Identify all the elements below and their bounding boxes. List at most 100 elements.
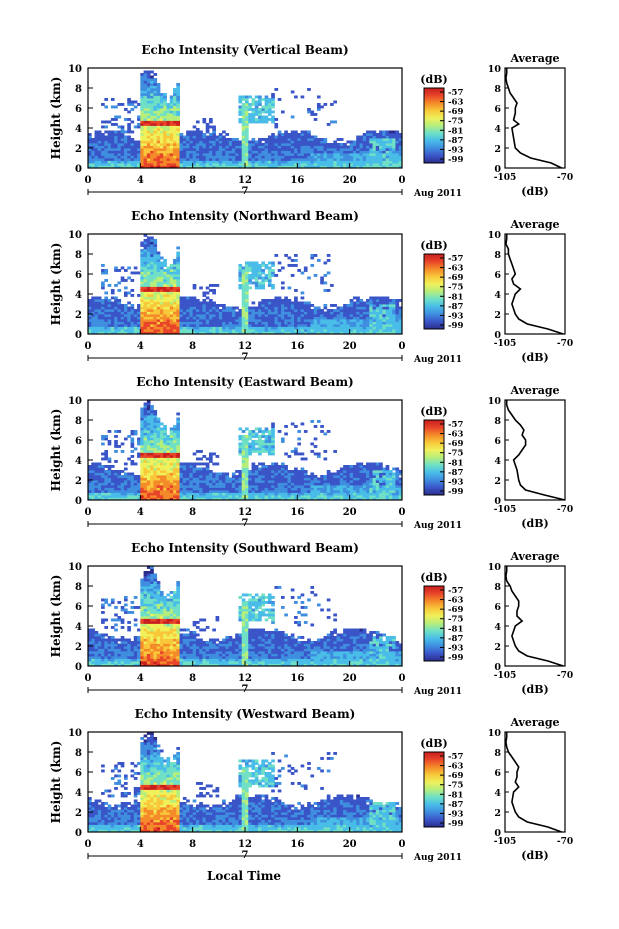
heatmap-cell [310, 311, 315, 315]
heatmap-cell [195, 319, 200, 322]
heatmap-cell [290, 324, 295, 327]
heatmap-cell [212, 492, 216, 496]
heatmap-cell [245, 321, 249, 325]
heatmap-cell [225, 155, 230, 159]
heatmap-cell [173, 326, 177, 330]
heatmap-cell [176, 321, 180, 325]
heatmap-cell [202, 455, 207, 458]
heatmap-cell [159, 145, 164, 149]
heatmap-cell [146, 326, 151, 330]
heatmap-cell [127, 291, 131, 295]
heatmap-cell [343, 316, 347, 320]
heatmap-cell [359, 319, 364, 322]
heatmap-cell [153, 331, 158, 335]
heatmap-cell [228, 324, 233, 327]
heatmap-cell [173, 306, 177, 310]
heatmap-cell [173, 296, 177, 300]
heatmap-cell [173, 492, 177, 496]
heatmap-cell [166, 321, 171, 325]
heatmap-cell [192, 130, 197, 134]
heatmap-cell [392, 306, 396, 310]
heatmap-cell [320, 492, 324, 496]
heatmap-cell [385, 296, 390, 300]
heatmap-cell [336, 314, 341, 317]
heatmap-cell [91, 296, 95, 300]
heatmap-cell [140, 425, 144, 428]
heatmap-cell [107, 475, 112, 478]
heatmap-cell [307, 477, 311, 481]
heatmap-cell [176, 145, 180, 149]
heatmap-cell [271, 422, 275, 426]
heatmap-cell [287, 487, 292, 491]
heatmap-cell [231, 155, 236, 159]
heatmap-cell [241, 314, 246, 317]
heatmap-cell [94, 163, 99, 166]
heatmap-cell [94, 165, 99, 169]
heatmap-cell [140, 314, 144, 317]
heatmap-cell [369, 311, 373, 315]
heatmap-cell [182, 309, 187, 312]
heatmap-cell [107, 160, 112, 164]
heatmap-cell [107, 120, 112, 124]
heatmap-cell [343, 163, 347, 166]
heatmap-cell [366, 140, 370, 144]
heatmap-cell [251, 430, 256, 433]
heatmap-cell [245, 130, 249, 134]
heatmap-cell [316, 165, 321, 169]
heatmap-cell [245, 455, 249, 458]
heatmap-cell [127, 321, 131, 325]
heatmap-cell [150, 138, 154, 141]
heatmap-cell [212, 316, 216, 320]
heatmap-cell [395, 155, 400, 159]
heatmap-cell [110, 477, 115, 481]
heatmap-cell [261, 316, 266, 320]
heatmap-cell [310, 163, 315, 166]
heatmap-cell [88, 135, 92, 139]
heatmap-cell [189, 316, 194, 320]
heatmap-cell [195, 133, 200, 136]
heatmap-cell [369, 316, 373, 320]
heatmap-cell [245, 475, 249, 478]
heatmap-cell [123, 118, 128, 121]
heatmap-cell [349, 331, 354, 335]
date-label: Aug 2011 [413, 355, 462, 365]
heatmap-cell [104, 314, 109, 317]
heatmap-cell [140, 432, 144, 436]
heatmap-cell [137, 160, 141, 164]
y-tick-label: 4 [75, 124, 82, 135]
heatmap-cell [264, 279, 269, 282]
heatmap-cell [205, 145, 210, 149]
heatmap-cell [143, 133, 148, 136]
heatmap-cell [140, 100, 144, 104]
heatmap-cell [258, 437, 262, 441]
heatmap-cell [375, 138, 380, 141]
heatmap-cell [271, 490, 275, 493]
heatmap-cell [163, 165, 167, 169]
heatmap-cell [137, 150, 141, 154]
heatmap-cell [153, 311, 158, 315]
heatmap-cell [238, 482, 243, 486]
heatmap-cell [382, 145, 387, 149]
heatmap-cell [307, 140, 311, 144]
heatmap-cell [169, 269, 174, 272]
heatmap-cell [271, 437, 275, 441]
heatmap-cell [101, 475, 105, 478]
heatmap-cell [156, 472, 161, 476]
heatmap-cell [88, 304, 92, 307]
colorbar-tick-label: -81 [448, 292, 463, 302]
heatmap-cell [127, 100, 131, 104]
heatmap-cell [114, 269, 118, 272]
heatmap-cell [294, 492, 298, 496]
heatmap-cell [385, 140, 390, 144]
heatmap-cell [333, 319, 337, 322]
heatmap-cell [330, 485, 334, 488]
heatmap-cell [320, 485, 324, 488]
heatmap-cell [179, 133, 184, 136]
heatmap-cell [238, 477, 243, 481]
heatmap-cell [176, 259, 180, 262]
heatmap-cell [287, 138, 292, 141]
heatmap-cell [382, 150, 387, 154]
heatmap-cell [313, 163, 318, 166]
heatmap-cell [300, 140, 305, 144]
heatmap-cell [238, 264, 243, 267]
